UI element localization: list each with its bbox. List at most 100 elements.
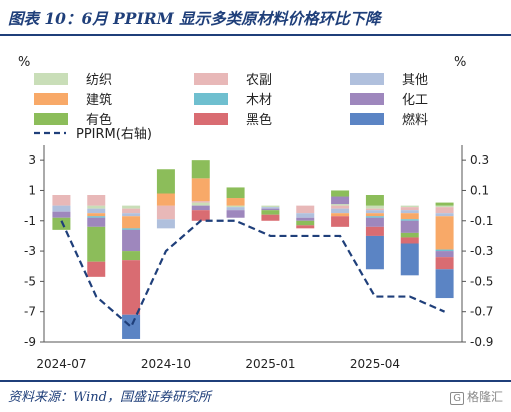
source-note: 资料来源：Wind，国盛证券研究所 (8, 390, 211, 405)
left-tick-label: 3 (28, 153, 36, 167)
bar-segment (156, 205, 175, 220)
legend-swatch (350, 93, 384, 105)
bar-segment (296, 225, 315, 229)
bar-segment (400, 237, 419, 244)
x-tick-label: 2024-07 (36, 357, 86, 371)
bar-segment (122, 251, 141, 261)
bar-segment (365, 213, 384, 217)
legend-swatch (194, 113, 228, 125)
legend-label: 黑色 (246, 112, 272, 128)
bar-segment (435, 257, 454, 270)
bar-segment (331, 190, 350, 197)
bar-segment (122, 208, 141, 214)
legend-label: 其他 (402, 73, 428, 88)
right-tick-label: 0.1 (470, 183, 489, 197)
bar-segment (226, 207, 245, 211)
x-tick-label: 2025-01 (245, 357, 295, 371)
legend-label: 纺织 (86, 73, 112, 88)
bar-segment (296, 205, 315, 214)
bar-segment (296, 213, 315, 218)
right-tick-label: -0.9 (470, 335, 493, 349)
bar-segment (435, 251, 454, 258)
bar-segment (226, 187, 245, 199)
bar-segment (122, 228, 141, 230)
bar-segment (122, 229, 141, 252)
bar-segment (296, 217, 315, 221)
bar-segment (365, 235, 384, 270)
bar-segment (400, 210, 419, 214)
bar-segment (191, 210, 210, 221)
footer-rule (0, 380, 511, 382)
legend-swatch (34, 93, 68, 105)
bar-segment (87, 261, 106, 277)
bar-segment (156, 193, 175, 206)
bar-segment (226, 210, 245, 218)
watermark: G 格隆汇 (450, 388, 503, 405)
legend-label: PPIRM(右轴) (76, 127, 152, 142)
bar-segment (191, 205, 210, 211)
left-tick-label: 1 (28, 183, 36, 197)
bar-segment (435, 249, 454, 252)
bar-segment (52, 195, 71, 206)
right-tick-label: -0.5 (470, 274, 493, 288)
bar-segment (191, 202, 210, 206)
bar-segment (400, 219, 419, 221)
bar-segment (87, 226, 106, 262)
bar-segment (331, 205, 350, 209)
legend-label: 木材 (246, 93, 272, 108)
legend-swatch (34, 73, 68, 85)
bar-segment (400, 220, 419, 233)
bar-segment (122, 213, 141, 217)
bar-segment (400, 207, 419, 211)
bar-segment (400, 243, 419, 276)
legend-label: 有色 (86, 112, 112, 128)
bar-segment (365, 216, 384, 218)
bar-segment (435, 207, 454, 214)
watermark-text: 格隆汇 (466, 390, 503, 404)
left-tick-label: -7 (24, 305, 36, 319)
bar-segment (87, 217, 106, 227)
bar-segment (331, 213, 350, 217)
bar-segment (87, 213, 106, 217)
x-tick-label: 2024-10 (141, 357, 191, 371)
bar-segment (331, 204, 350, 206)
bar-segment (435, 205, 454, 208)
legend-label: 建筑 (86, 92, 112, 108)
bar-segment (365, 217, 384, 227)
bar-segment (365, 208, 384, 211)
bar-segment (52, 217, 71, 230)
bar-segment (435, 216, 454, 250)
bar-segment (191, 160, 210, 179)
bar-segment (400, 213, 419, 220)
bar-segment (122, 314, 141, 339)
left-tick-label: -9 (24, 335, 36, 349)
legend-swatch (34, 113, 68, 125)
bar-segment (87, 216, 106, 218)
bar-segment (122, 205, 141, 209)
bar-segment (261, 210, 280, 215)
bar-segment (87, 208, 106, 214)
bar-segment (122, 260, 141, 315)
bar-segment (435, 202, 454, 206)
right-tick-label: -0.1 (470, 214, 493, 228)
bar-segment (400, 232, 419, 238)
right-tick-label: 0.3 (470, 153, 489, 167)
bar-segment (331, 208, 350, 214)
bar-segment (365, 210, 384, 214)
legend-swatch (350, 73, 384, 85)
ppirm-line (60, 219, 446, 329)
bar-segment (296, 220, 315, 226)
bar-segment (226, 198, 245, 206)
bar-segment (191, 201, 210, 203)
right-tick-label: -0.3 (470, 244, 493, 258)
left-tick-label: -3 (24, 244, 36, 258)
left-axis-unit: % (18, 55, 30, 70)
bar-segment (226, 205, 245, 208)
chart-title: 图表 10：6月 PPIRM 显示多类原材料价格环比下降 (8, 9, 381, 28)
bar-segment (261, 205, 280, 208)
legend-swatch (194, 73, 228, 85)
legend-label: 农副 (246, 73, 272, 88)
bar-segment (365, 226, 384, 236)
bar-segment (52, 211, 71, 218)
